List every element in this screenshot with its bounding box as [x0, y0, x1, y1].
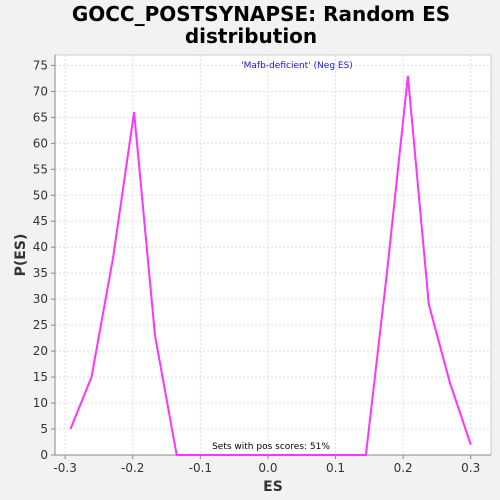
- x-axis-label: ES: [263, 479, 283, 495]
- x-tick-label: -0.2: [121, 461, 144, 475]
- y-tick-label: 0: [40, 448, 48, 462]
- plot-area: [54, 54, 492, 456]
- y-tick-label: 65: [33, 110, 48, 124]
- y-tick-label: 55: [33, 162, 48, 176]
- x-tick-label: 0.3: [461, 461, 480, 475]
- legend-entry: 'Mafb-deficient' (Neg ES): [241, 61, 353, 71]
- y-tick-label: 35: [33, 266, 48, 280]
- y-tick-label: 10: [33, 396, 48, 410]
- y-tick-label: 30: [33, 292, 48, 306]
- x-tick-label: -0.3: [53, 461, 76, 475]
- y-tick-label: 45: [33, 214, 48, 228]
- y-tick-label: 20: [33, 344, 48, 358]
- y-tick-label: 50: [33, 188, 48, 202]
- x-tick-label: 0.1: [326, 461, 345, 475]
- y-tick-label: 15: [33, 370, 48, 384]
- x-tick-label: -0.1: [189, 461, 212, 475]
- series-layer: [69, 75, 472, 456]
- y-tick-label: 75: [33, 58, 48, 72]
- y-tick-label: 60: [33, 136, 48, 150]
- chart-title-line2: distribution: [185, 24, 317, 48]
- y-tick-label: 25: [33, 318, 48, 332]
- y-tick-label: 70: [33, 84, 48, 98]
- axes: 0 5 10 15 20 25 30 35 40 45 50 55 60 65 70 75 -0.3 -0.2 -0…: [33, 55, 491, 475]
- y-tick-label: 40: [33, 240, 48, 254]
- series-line: [69, 75, 472, 456]
- chart-title-line1: GOCC_POSTSYNAPSE: Random ES: [72, 2, 450, 26]
- grid-lines: [55, 55, 491, 456]
- x-tick-label: 0.2: [394, 461, 413, 475]
- y-tick-label: 5: [40, 422, 48, 436]
- x-tick-label: 0.0: [258, 461, 277, 475]
- pos-scores-annotation: Sets with pos scores: 51%: [212, 442, 330, 452]
- y-axis-label: P(ES): [13, 234, 29, 277]
